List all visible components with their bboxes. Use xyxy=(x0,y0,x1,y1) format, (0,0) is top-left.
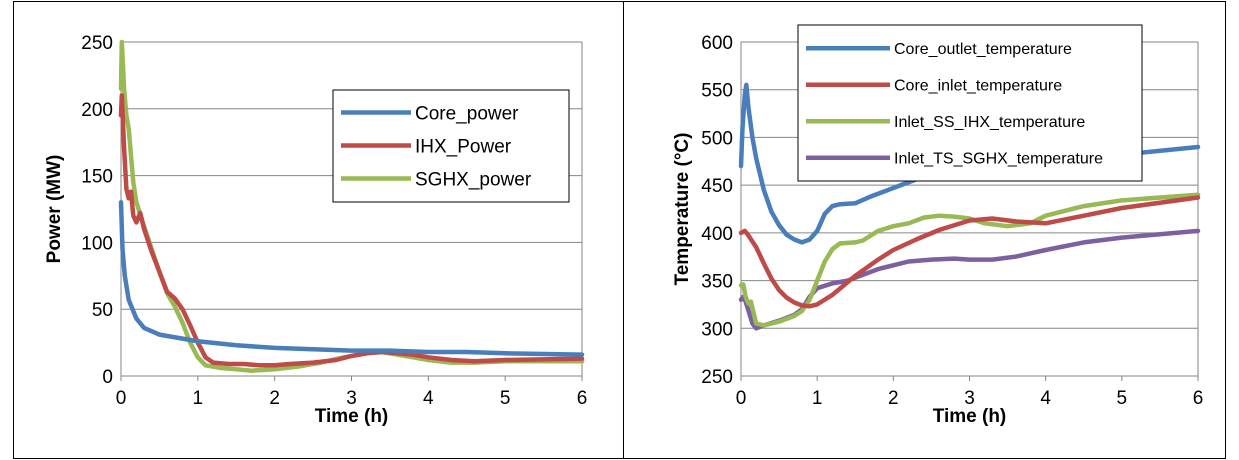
y-tick-label: 250 xyxy=(81,33,113,54)
y-tick-label: 400 xyxy=(701,224,733,245)
x-tick-label: 1 xyxy=(812,388,823,409)
y-tick-label: 550 xyxy=(701,81,733,102)
x-tick-label: 5 xyxy=(1117,388,1128,409)
y-axis-title: Power (MW) xyxy=(44,155,65,264)
legend-label: Inlet_TS_SGHX_temperature xyxy=(894,151,1103,168)
x-axis-title: Time (h) xyxy=(933,406,1007,427)
series-line-core-power xyxy=(118,200,585,357)
legend-label: Core_power xyxy=(415,103,519,124)
series-line-ihx-power xyxy=(118,93,585,368)
y-tick-label: 600 xyxy=(701,33,733,54)
power-chart: 0 50 100 150 200 250 0 1 2 3 4 5 6 Time (h) Power (MW)… xyxy=(44,33,588,427)
x-tick-label: 6 xyxy=(577,388,588,409)
x-tick-label: 3 xyxy=(346,388,357,409)
power-chart-panel: 0 50 100 150 200 250 0 1 2 3 4 5 6 Time (h) Power (MW)… xyxy=(13,1,624,459)
x-tick-label: 6 xyxy=(1193,388,1204,409)
y-tick-label: 500 xyxy=(701,128,733,149)
y-tick-label: 100 xyxy=(81,233,113,254)
y-axis-title: Temperature (°C) xyxy=(672,133,693,286)
temperature-chart: 250 300 350 400 450 500 550 600 0 1 2 3 4 5 6 Time (h) T… xyxy=(672,24,1204,427)
x-axis-title: Time (h) xyxy=(315,406,389,427)
x-tick-label: 5 xyxy=(500,388,511,409)
y-tick-label: 200 xyxy=(81,100,113,121)
x-tick-label: 1 xyxy=(193,388,204,409)
series-line-inlet-ss-ihx-temperature xyxy=(738,192,1201,328)
legend-label: Inlet_SS_IHX_temperature xyxy=(894,114,1085,131)
x-tick-label: 4 xyxy=(1040,388,1051,409)
legend xyxy=(797,24,1143,182)
temperature-chart-panel: 250 300 350 400 450 500 550 600 0 1 2 3 4 5 6 Time (h) T… xyxy=(623,1,1226,459)
legend-label: Core_inlet_temperature xyxy=(894,78,1062,95)
y-tick-label: 250 xyxy=(701,367,733,388)
x-tick-label: 3 xyxy=(964,388,975,409)
legend-label: Core_outlet_temperature xyxy=(894,41,1072,58)
x-tick-label: 2 xyxy=(888,388,899,409)
x-tick-label: 0 xyxy=(736,388,747,409)
y-tick-label: 50 xyxy=(92,300,113,321)
x-tick-label: 4 xyxy=(423,388,434,409)
y-tick-label: 350 xyxy=(701,272,733,293)
legend-label: IHX_Power xyxy=(415,136,512,157)
y-tick-label: 0 xyxy=(102,367,113,388)
x-tick-label: 0 xyxy=(116,388,127,409)
series-line-inlet-ts-sghx-temperature xyxy=(738,228,1201,331)
x-tick-label: 2 xyxy=(269,388,280,409)
y-tick-label: 150 xyxy=(81,167,113,188)
y-tick-label: 300 xyxy=(701,319,733,340)
legend-label: SGHX_power xyxy=(415,169,532,190)
series-line-core-inlet-temperature xyxy=(738,195,1201,309)
y-tick-label: 450 xyxy=(701,176,733,197)
